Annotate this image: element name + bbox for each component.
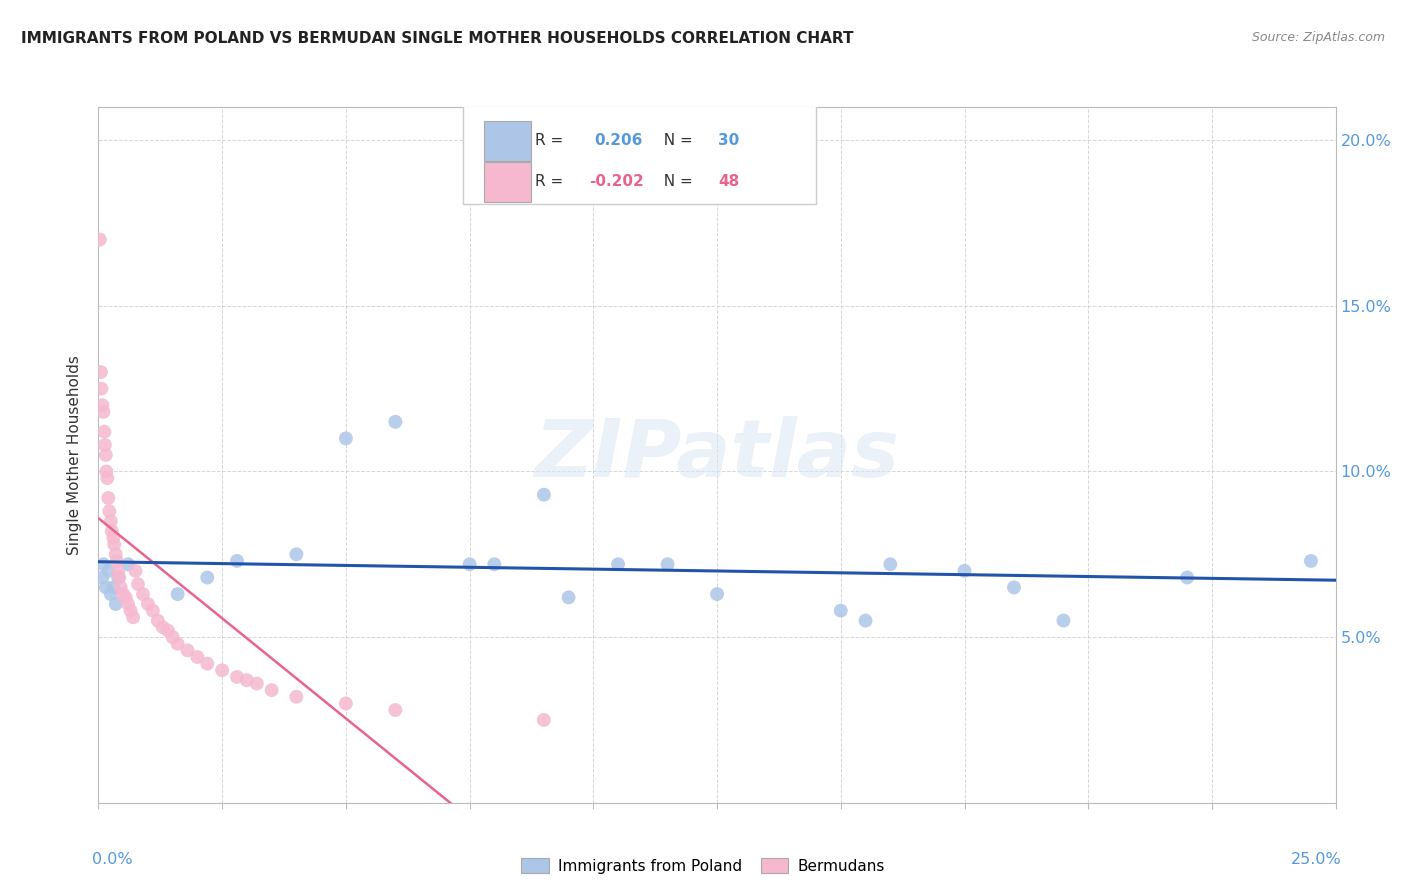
Y-axis label: Single Mother Households: Single Mother Households (67, 355, 83, 555)
Point (107, 564, 129, 578)
Text: N =: N = (654, 134, 697, 148)
Point (104, 547, 127, 561)
Point (127, 577, 149, 591)
Point (117, 597, 139, 611)
Point (1002, 581, 1025, 595)
Point (94, 581, 117, 595)
Point (96, 471, 118, 485)
Point (706, 587, 728, 601)
Point (557, 591, 579, 605)
Point (94, 448, 117, 462)
Point (335, 697, 357, 711)
Point (94, 438, 117, 452)
Point (162, 630, 184, 644)
Point (236, 673, 259, 688)
Point (96, 465, 118, 479)
Text: 25.0%: 25.0% (1291, 852, 1341, 866)
Point (246, 676, 269, 690)
Point (211, 663, 233, 677)
Point (100, 587, 122, 601)
Point (1052, 614, 1074, 628)
Point (97, 564, 120, 578)
Legend: Immigrants from Poland, Bermudans: Immigrants from Poland, Bermudans (516, 852, 890, 880)
Point (132, 587, 155, 601)
Text: 48: 48 (718, 174, 740, 189)
Point (260, 683, 283, 698)
Point (607, 558, 630, 572)
Point (384, 415, 406, 429)
Point (285, 690, 308, 704)
Point (657, 558, 679, 572)
Point (533, 713, 555, 727)
Point (855, 614, 877, 628)
Point (97, 491, 120, 505)
Point (830, 604, 852, 618)
Point (146, 614, 169, 628)
Point (176, 643, 198, 657)
Point (156, 624, 179, 638)
Point (110, 581, 132, 595)
Point (186, 650, 208, 665)
FancyBboxPatch shape (485, 161, 531, 202)
Text: 30: 30 (718, 134, 740, 148)
Text: IMMIGRANTS FROM POLAND VS BERMUDAN SINGLE MOTHER HOUSEHOLDS CORRELATION CHART: IMMIGRANTS FROM POLAND VS BERMUDAN SINGL… (21, 31, 853, 46)
Point (136, 597, 159, 611)
Point (101, 524, 124, 538)
Text: -0.202: -0.202 (589, 174, 644, 189)
Point (93, 425, 115, 439)
Point (335, 431, 357, 445)
Point (458, 558, 481, 572)
Text: N =: N = (654, 174, 697, 189)
Point (108, 570, 131, 584)
Point (226, 554, 249, 568)
Text: Source: ZipAtlas.com: Source: ZipAtlas.com (1251, 31, 1385, 45)
Point (112, 587, 135, 601)
Point (103, 531, 125, 545)
Point (226, 670, 249, 684)
Point (105, 554, 128, 568)
Point (90, 382, 112, 396)
Point (103, 581, 125, 595)
Point (195, 657, 218, 671)
FancyBboxPatch shape (464, 103, 815, 204)
Text: 0.206: 0.206 (595, 134, 643, 148)
Point (953, 564, 976, 578)
Point (93, 405, 115, 419)
Text: 0.0%: 0.0% (93, 852, 132, 866)
Point (152, 620, 174, 634)
Text: ZIPatlas: ZIPatlas (534, 416, 900, 494)
Point (285, 547, 308, 561)
FancyBboxPatch shape (485, 120, 531, 161)
Point (104, 597, 127, 611)
Text: R =: R = (536, 134, 574, 148)
Point (117, 558, 139, 572)
Point (100, 514, 122, 528)
Point (122, 610, 145, 624)
Point (120, 604, 142, 618)
Point (107, 570, 129, 584)
Point (1175, 570, 1198, 584)
Point (124, 564, 146, 578)
Point (90, 365, 112, 379)
Point (166, 637, 188, 651)
Point (484, 558, 506, 572)
Point (195, 570, 218, 584)
Point (1299, 554, 1322, 568)
Point (384, 703, 406, 717)
Point (166, 587, 188, 601)
Point (89, 233, 111, 247)
Point (103, 537, 125, 551)
Point (879, 558, 901, 572)
Point (114, 591, 136, 605)
Point (98, 504, 121, 518)
Point (142, 604, 165, 618)
Point (91, 570, 114, 584)
Text: R =: R = (536, 174, 568, 189)
Point (533, 488, 555, 502)
Point (93, 558, 115, 572)
Point (91, 398, 114, 412)
